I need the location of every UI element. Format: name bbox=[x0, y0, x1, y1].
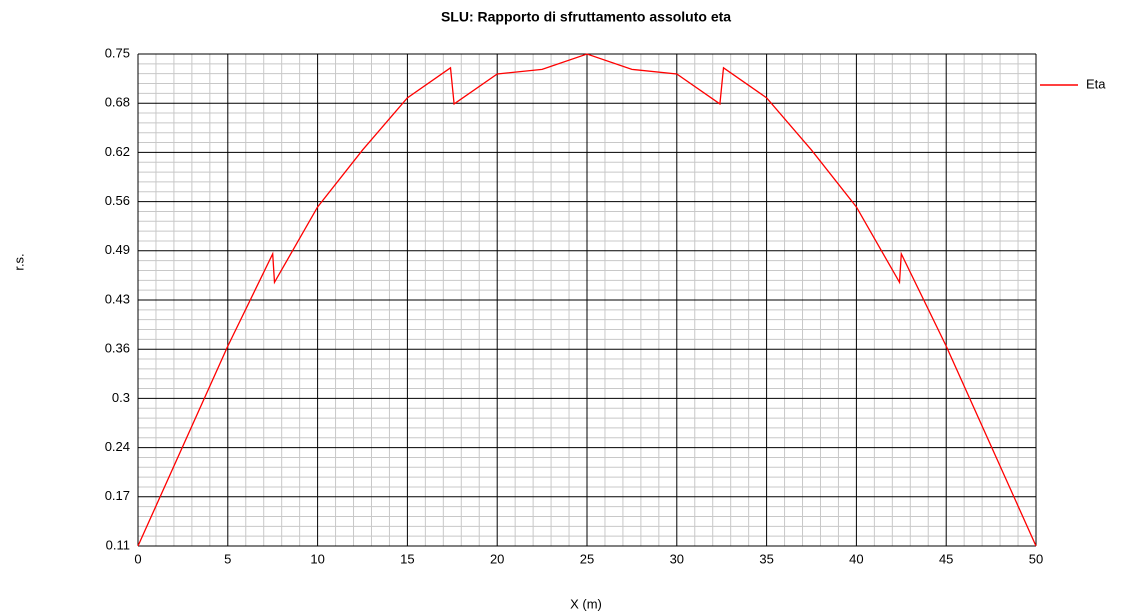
x-tick-label: 40 bbox=[849, 551, 863, 566]
x-tick-label: 20 bbox=[490, 551, 504, 566]
line bbox=[137, 53, 1037, 547]
y-tick-label: 0.49 bbox=[105, 242, 130, 257]
x-tick-label: 30 bbox=[670, 551, 684, 566]
x-axis-label: X (m) bbox=[570, 596, 602, 611]
x-tick-label: 25 bbox=[580, 551, 594, 566]
legend-label: Eta bbox=[1086, 76, 1106, 91]
x-tick-label: 35 bbox=[759, 551, 773, 566]
x-tick-label: 0 bbox=[134, 551, 141, 566]
y-tick-label: 0.3 bbox=[112, 390, 130, 405]
x-tick-label: 15 bbox=[400, 551, 414, 566]
y-tick-label: 0.62 bbox=[105, 144, 130, 159]
chart-title: SLU: Rapporto di sfruttamento assoluto e… bbox=[441, 9, 731, 25]
y-tick-label: 0.43 bbox=[105, 291, 130, 306]
x-tick-label: 50 bbox=[1029, 551, 1043, 566]
y-tick-label: 0.75 bbox=[105, 45, 130, 60]
y-tick-label: 0.17 bbox=[105, 488, 130, 503]
y-tick-label: 0.68 bbox=[105, 95, 130, 110]
y-tick-label: 0.11 bbox=[106, 537, 130, 552]
y-tick-label: 0.24 bbox=[105, 439, 130, 454]
y-tick-label: 0.56 bbox=[105, 193, 130, 208]
x-tick-label: 10 bbox=[310, 551, 324, 566]
x-tick-label: 45 bbox=[939, 551, 953, 566]
y-tick-label: 0.36 bbox=[105, 341, 130, 356]
y-axis-label: r.s. bbox=[11, 253, 26, 270]
x-tick-label: 5 bbox=[224, 551, 231, 566]
